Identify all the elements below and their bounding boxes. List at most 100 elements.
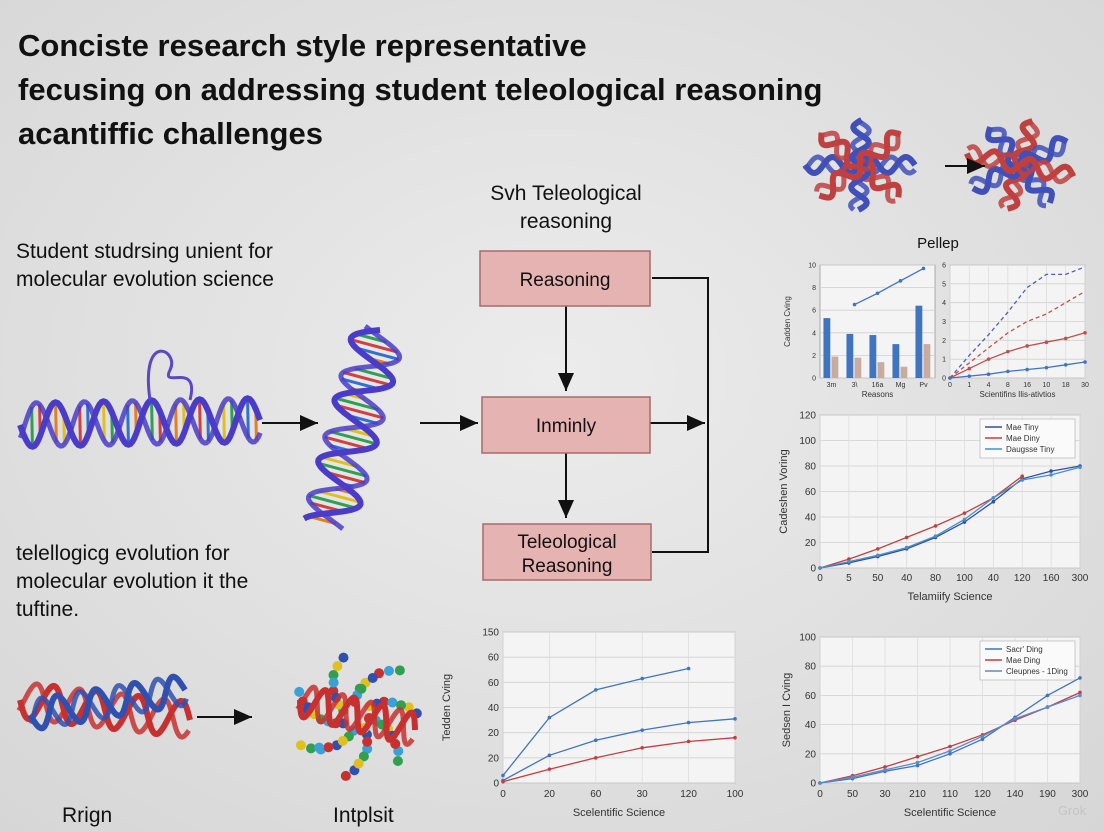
y-tick-label: 60: [805, 691, 817, 702]
point: [640, 728, 644, 732]
x-tick-label: 16a: [872, 382, 884, 389]
x-tick-label: 10: [1043, 382, 1051, 389]
helix-strand: [964, 148, 1076, 182]
atom: [338, 652, 349, 663]
line: [949, 332, 1086, 379]
point: [986, 357, 991, 361]
title-line: acantiffic challenges: [18, 116, 323, 151]
point: [501, 773, 505, 778]
flow-text: Svh Teleological reasoning Reasoning Inm…: [490, 182, 1086, 818]
x-tick-label: 30: [879, 789, 891, 800]
point: [1044, 365, 1049, 370]
x-axis-label: Scientifins Ilis-ativtios: [979, 390, 1055, 399]
atom: [358, 751, 369, 762]
atom: [332, 661, 343, 672]
line: [949, 361, 1086, 379]
y-tick-label: 0: [810, 564, 816, 575]
legend-label: Mae Tiny: [1006, 423, 1038, 432]
helix-rung: [246, 398, 250, 439]
helix-rung: [355, 346, 400, 361]
y-tick-label: 40: [805, 513, 817, 524]
x-tick-label: 0: [500, 789, 506, 800]
point: [904, 545, 909, 550]
helix-rung: [354, 367, 393, 380]
helix-strand: [27, 673, 188, 732]
point: [948, 752, 952, 756]
helix-rung: [329, 430, 377, 446]
text-line: telellogicg evolution for: [16, 542, 230, 565]
text-line: Student studrsing unient for: [16, 240, 273, 263]
point: [883, 768, 887, 772]
chart: 0 20 20 40 60 60 150 0 20 60 30 120 100 Tedden Cving S…: [441, 628, 744, 820]
flow-box: [481, 396, 651, 454]
point: [1049, 473, 1053, 477]
y-tick-label: 100: [799, 436, 816, 447]
x-tick-label: 30: [1081, 382, 1089, 389]
helix-strand: [814, 130, 901, 192]
point: [733, 717, 737, 721]
bracket: [652, 277, 709, 553]
point: [1006, 369, 1010, 374]
point: [980, 737, 985, 741]
helix-strand: [17, 395, 263, 450]
x-tick-label: 0: [817, 789, 823, 800]
y-tick-label: 4: [942, 300, 946, 307]
point: [1078, 676, 1082, 680]
y-tick-label: 20: [805, 538, 817, 549]
point: [875, 291, 880, 296]
point: [933, 524, 938, 528]
helix-strand: [818, 129, 902, 201]
point: [594, 756, 598, 760]
helix-rung: [324, 435, 369, 451]
loop: [146, 349, 194, 401]
point: [1020, 478, 1025, 482]
helix-rung: [78, 405, 82, 446]
text-line: tuftine.: [16, 598, 79, 621]
helix-strand: [297, 686, 418, 744]
point: [962, 517, 967, 522]
caption: Intplsit: [333, 804, 394, 827]
bar: [915, 305, 923, 378]
point: [915, 760, 920, 765]
point: [686, 666, 691, 671]
atom: [353, 758, 364, 769]
flow-box: [482, 523, 652, 581]
y-tick-label: 6: [942, 262, 946, 269]
point: [1083, 360, 1087, 364]
x-axis-label: Telamiify Science: [908, 591, 993, 603]
point: [640, 745, 644, 750]
atom: [383, 665, 394, 676]
point: [948, 376, 952, 380]
x-tick-label: 5: [846, 573, 852, 584]
point: [991, 496, 996, 500]
y-tick-label: 120: [799, 411, 816, 422]
title-line: Conciste research style representative: [18, 28, 587, 63]
legend-label: Cleupnes - 1Ding: [1006, 667, 1068, 676]
protein-caption: Pellep: [917, 235, 959, 252]
point: [1083, 331, 1087, 335]
bar: [831, 356, 839, 378]
x-tick-label: 300: [1072, 573, 1089, 584]
y-tick-label: 60: [805, 487, 817, 498]
point: [547, 753, 552, 758]
helix-rung: [308, 494, 357, 510]
point: [1044, 340, 1049, 345]
legend-label: Mae Diny: [1006, 434, 1040, 443]
line: [949, 290, 1086, 379]
helix-rung: [350, 338, 398, 354]
point: [962, 520, 967, 524]
x-axis-label: Scelentific Science: [573, 807, 665, 819]
x-tick-label: 4: [987, 382, 991, 389]
point: [883, 765, 887, 769]
atom: [362, 743, 373, 754]
atom: [340, 770, 351, 781]
point: [594, 738, 598, 743]
point: [948, 749, 952, 753]
bar: [923, 344, 931, 378]
x-tick-label: 190: [1039, 789, 1056, 800]
atom: [306, 743, 317, 754]
x-tick-label: 40: [988, 573, 1000, 584]
x-tick-label: 120: [974, 789, 991, 800]
helix-strand: [848, 117, 872, 212]
